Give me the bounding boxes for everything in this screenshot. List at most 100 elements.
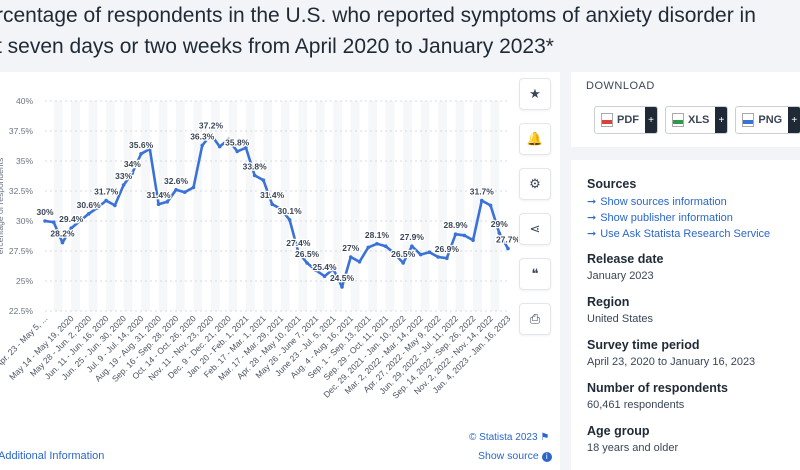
data-label: 30% [36, 207, 53, 217]
y-tick-label: 37.5% [9, 126, 34, 136]
survey-period-heading: Survey time period [587, 338, 700, 352]
pdf-label: PDF [617, 114, 639, 126]
survey-period-value: April 23, 2020 to January 16, 2023 [587, 356, 756, 368]
data-point [191, 185, 196, 190]
data-label: 31.7% [470, 187, 495, 197]
data-label: 28.1% [365, 230, 390, 240]
show-publisher-link[interactable]: ➞ Show publisher information [587, 211, 800, 224]
data-point [418, 252, 423, 257]
data-label: 36.3% [190, 131, 215, 141]
copyright-link[interactable]: © Statista 2023 ⚑ [469, 432, 549, 443]
data-point [86, 212, 91, 216]
column-band [245, 101, 255, 311]
quote-icon: ❝ [531, 266, 539, 281]
data-point [348, 255, 353, 259]
additional-information-link[interactable]: Additional Information [0, 450, 105, 462]
print-button[interactable]: ⎙ [519, 303, 551, 335]
notification-button[interactable]: 🔔 [519, 123, 551, 155]
data-label: 27.7% [496, 235, 518, 245]
data-point [479, 198, 484, 203]
data-label: 31.7% [94, 187, 119, 197]
data-label: 29% [491, 219, 508, 229]
data-point [139, 152, 143, 156]
cite-button[interactable]: ❝ [519, 258, 551, 290]
data-point [383, 244, 388, 248]
column-band [158, 101, 168, 311]
favorite-button[interactable]: ★ [519, 78, 551, 110]
xls-label: XLS [688, 114, 710, 126]
show-source-label: Show source [478, 450, 539, 462]
chart-toolbar: ★ 🔔 ⚙ ⋖ ❝ ⎙ [519, 78, 557, 348]
data-point [43, 219, 47, 223]
data-point [410, 244, 414, 248]
data-point [165, 200, 170, 204]
data-label: 27% [342, 243, 359, 253]
research-service-label: Use Ask Statista Research Service [600, 228, 771, 240]
data-point [279, 207, 283, 211]
data-label: 26.5% [295, 249, 320, 259]
y-tick-label: 27.5% [9, 246, 34, 256]
show-sources-label: Show sources information [600, 196, 727, 208]
column-band [210, 101, 220, 311]
arrow-right-icon: ➞ [587, 228, 597, 240]
data-point [156, 202, 161, 206]
column-band [53, 101, 63, 311]
data-point [331, 267, 336, 271]
column-band [106, 101, 115, 311]
download-png-button[interactable]: PNG + [735, 106, 800, 134]
plus-icon: + [715, 107, 728, 133]
column-band [263, 101, 273, 311]
print-icon: ⎙ [529, 311, 541, 326]
data-label: 26.9% [435, 244, 460, 254]
data-label: 29.4% [59, 214, 84, 224]
data-label: 37.2% [199, 121, 224, 131]
download-xls-button[interactable]: XLS + [665, 106, 729, 134]
copyright-text: © Statista 2023 [469, 432, 538, 443]
flag-icon: ⚑ [540, 432, 550, 443]
show-publisher-label: Show publisher information [600, 212, 733, 224]
research-service-link[interactable]: ➞ Use Ask Statista Research Service [587, 227, 800, 240]
column-band [88, 101, 98, 311]
chart-title-line-2: t seven days or two weeks from April 202… [0, 35, 554, 58]
data-label: 32.6% [164, 176, 189, 186]
region-value: United States [587, 313, 654, 325]
column-band [280, 101, 290, 311]
arrow-right-icon: ➞ [587, 212, 597, 224]
data-label: 33.8% [243, 161, 268, 171]
data-point [287, 218, 292, 222]
show-sources-link[interactable]: ➞ Show sources information [587, 195, 800, 208]
bell-icon: 🔔 [526, 131, 544, 146]
download-pdf-button[interactable]: PDF + [594, 106, 658, 134]
column-band [455, 101, 465, 311]
data-point [130, 171, 135, 175]
data-point [174, 188, 178, 192]
show-source-link[interactable]: Show source i [478, 450, 552, 462]
column-band [368, 101, 377, 311]
line-chart: 22.5% 25% 27.5% 30% 32.5% 35% 37.5% 40% ercentag… [0, 96, 518, 401]
download-heading: DOWNLOAD [586, 80, 655, 92]
data-point [226, 137, 231, 142]
data-point [506, 246, 510, 251]
data-point [148, 147, 152, 151]
chart-title: rcentage of respondents in the U.S. who … [0, 0, 800, 62]
data-point [182, 190, 187, 194]
data-point [244, 146, 248, 150]
column-band [403, 101, 412, 311]
age-group-value: 18 years and older [587, 442, 679, 454]
column-band [193, 101, 203, 311]
region-heading: Region [587, 295, 630, 309]
share-button[interactable]: ⋖ [519, 213, 551, 245]
settings-button[interactable]: ⚙ [519, 168, 551, 200]
y-tick-label: 25% [16, 276, 33, 286]
column-band [385, 101, 395, 311]
y-tick-label: 35% [16, 156, 33, 166]
data-point [314, 268, 318, 272]
data-point [252, 173, 257, 178]
release-date-value: January 2023 [587, 270, 654, 282]
data-point [497, 231, 502, 235]
gear-icon: ⚙ [529, 176, 541, 191]
data-point [462, 233, 467, 238]
respondents-value: 60,461 respondents [587, 399, 685, 411]
arrow-right-icon: ➞ [587, 196, 597, 208]
data-point [235, 149, 239, 154]
